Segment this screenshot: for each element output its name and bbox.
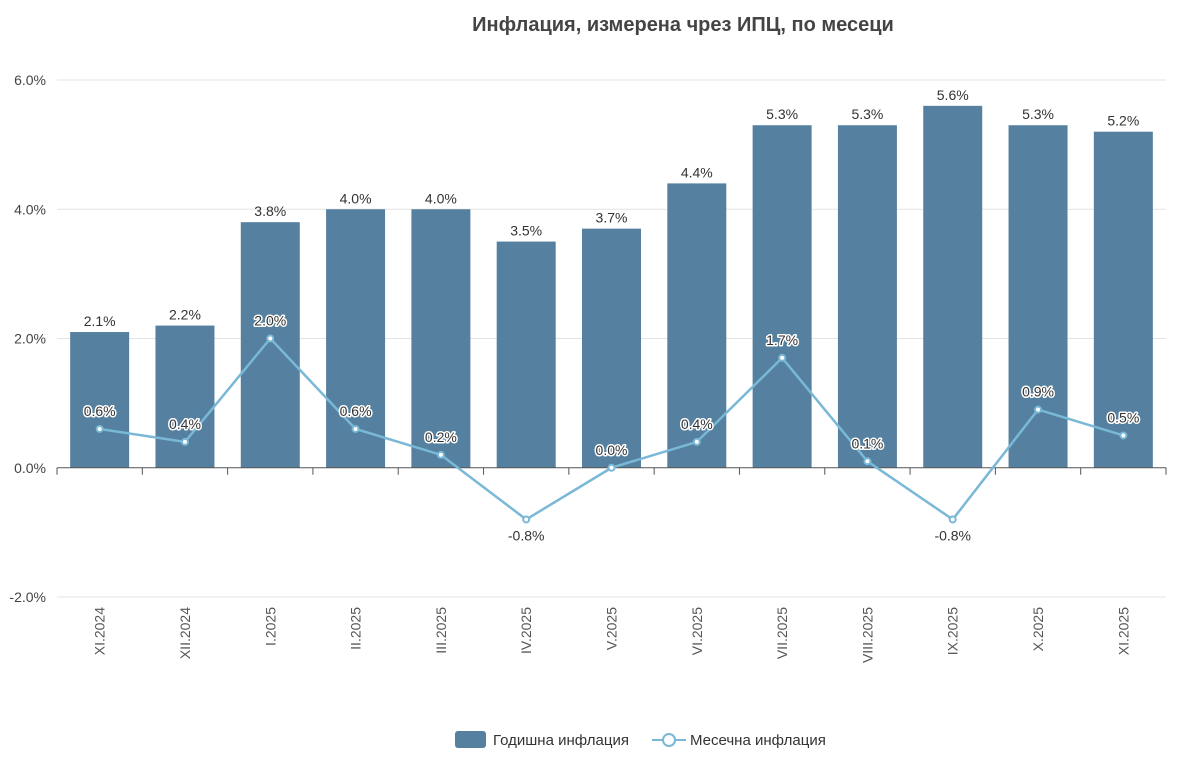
monthly-point-label: 0.6% (84, 403, 116, 419)
monthly-point (351, 424, 360, 433)
monthly-point-label: 0.4% (169, 416, 201, 432)
annual-bar (1093, 131, 1153, 468)
annual-bar-label: 3.7% (596, 210, 628, 226)
monthly-point-label: 0.5% (1107, 409, 1139, 425)
annual-bar-label: 4.0% (425, 190, 457, 206)
y-axis: -2.0% 0.0% 2.0% 4.0% 6.0% (9, 72, 46, 605)
annual-bar (70, 332, 130, 468)
monthly-inflation-labels: 0.6% 0.4% 2.0% 0.6% 0.2% -0.8% 0.0% 0.4% 1.7% 0.1… (82, 311, 1141, 545)
annual-bar-label: 4.0% (340, 190, 372, 206)
legend-label-annual: Годишна инфлация (493, 732, 629, 749)
y-tick-label: -2.0% (9, 589, 46, 605)
annual-bar-label: 5.3% (766, 106, 798, 122)
monthly-point-label: 1.7% (766, 332, 798, 348)
y-tick-label: 0.0% (14, 460, 46, 476)
x-tick-label: IX.2025 (945, 607, 961, 655)
annual-bar (155, 325, 215, 468)
chart-title: Инфлация, измерена чрез ИПЦ, по месеци (472, 14, 894, 36)
annual-inflation-labels: 2.1% 2.2% 3.8% 4.0% 4.0% 3.5% 3.7% 4.4% 5.3% 5.3%… (84, 87, 1140, 329)
x-axis: XI.2024 XII.2024 I.2025 II.2025 III.2025 IV.2… (56, 467, 1167, 663)
y-tick-label: 4.0% (14, 201, 46, 217)
monthly-point (607, 463, 616, 472)
x-tick-label: II.2025 (348, 607, 364, 650)
x-tick-label: III.2025 (433, 607, 449, 654)
monthly-point (180, 437, 189, 446)
legend-bar-swatch (455, 731, 486, 748)
annual-bar (411, 209, 471, 468)
monthly-point (692, 437, 701, 446)
legend-item-annual[interactable]: Годишна инфлация (455, 731, 629, 749)
monthly-point (95, 424, 104, 433)
annual-bar (667, 183, 727, 468)
monthly-point-label: 0.4% (681, 416, 713, 432)
annual-bar-label: 4.4% (681, 164, 713, 180)
x-tick-label: X.2025 (1030, 607, 1046, 652)
monthly-point (522, 515, 531, 524)
x-tick-label: VI.2025 (689, 607, 705, 655)
legend-marker-swatch (662, 733, 676, 747)
monthly-point-label: -0.8% (508, 527, 545, 543)
monthly-point (948, 515, 957, 524)
legend: Годишна инфлация Месечна инфлация (455, 731, 826, 749)
x-tick-label: XI.2025 (1115, 607, 1131, 655)
monthly-point-label: 0.9% (1022, 384, 1054, 400)
x-tick-label: VIII.2025 (859, 607, 875, 663)
y-tick-label: 2.0% (14, 331, 46, 347)
annual-bar-label: 2.1% (84, 313, 116, 329)
monthly-point-label: -0.8% (934, 527, 971, 543)
x-tick-label: XI.2024 (92, 607, 108, 655)
y-tick-label: 6.0% (14, 72, 46, 88)
monthly-point-label: 0.6% (340, 403, 372, 419)
annual-bar-label: 3.5% (510, 223, 542, 239)
annual-bar-label: 2.2% (169, 307, 201, 323)
monthly-point-label: 0.2% (425, 429, 457, 445)
annual-bar (240, 222, 300, 468)
monthly-point-label: 0.1% (851, 435, 883, 451)
monthly-point (1034, 405, 1043, 414)
annual-bar (582, 228, 641, 468)
x-tick-label: VII.2025 (774, 607, 790, 659)
annual-bar-label: 5.3% (851, 106, 883, 122)
annual-bar-label: 5.2% (1107, 113, 1139, 129)
monthly-point-label: 2.0% (254, 313, 286, 329)
monthly-inflation-line (95, 334, 1128, 524)
annual-inflation-bars (70, 105, 1153, 468)
monthly-point (1119, 431, 1128, 440)
annual-bar (923, 105, 983, 468)
x-tick-label: XII.2024 (177, 607, 193, 659)
x-tick-label: IV.2025 (518, 607, 534, 654)
monthly-point (266, 334, 275, 343)
legend-label-monthly: Месечна инфлация (690, 732, 826, 749)
legend-item-monthly[interactable]: Месечна инфлация (652, 732, 826, 749)
annual-bar (752, 125, 812, 468)
annual-bar-label: 5.3% (1022, 106, 1054, 122)
monthly-point-label: 0.0% (596, 442, 628, 458)
annual-bar-label: 3.8% (254, 203, 286, 219)
annual-bar (496, 241, 556, 468)
monthly-point (863, 457, 872, 466)
annual-bar (837, 125, 897, 468)
x-tick-label: V.2025 (604, 607, 620, 650)
monthly-point (778, 353, 787, 362)
annual-bar-label: 5.6% (937, 87, 969, 103)
annual-bar (326, 209, 386, 468)
monthly-point (436, 450, 445, 459)
x-tick-label: I.2025 (262, 607, 278, 646)
